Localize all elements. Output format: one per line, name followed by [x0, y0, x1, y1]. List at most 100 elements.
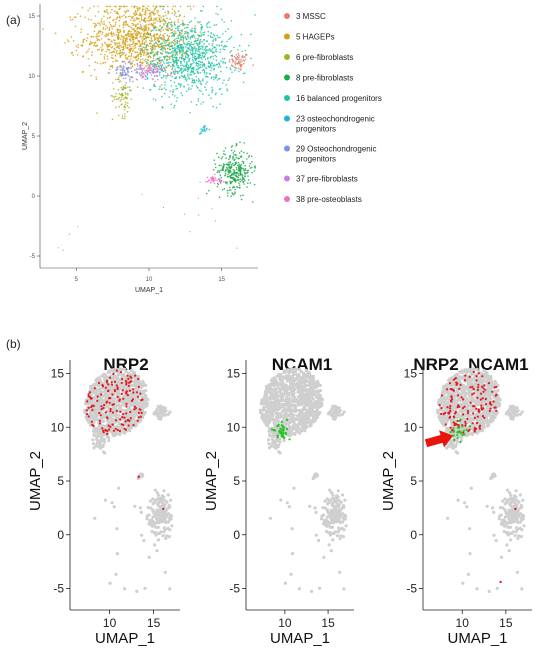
- cluster-point: [210, 36, 212, 39]
- cluster-point: [224, 30, 227, 33]
- cluster-point: [121, 60, 124, 63]
- cluster-point: [108, 72, 110, 74]
- cluster-point: [171, 8, 174, 10]
- cluster-point: [197, 43, 199, 46]
- cluster-point: [207, 34, 209, 37]
- cluster-point: [141, 37, 143, 40]
- cluster-point: [173, 61, 175, 64]
- cluster-point: [199, 61, 202, 63]
- cluster-point: [160, 84, 163, 86]
- y-tick-label-b: 0: [57, 528, 64, 542]
- cluster-point: [118, 8, 120, 10]
- cluster-point: [145, 24, 147, 26]
- cluster-point: [137, 55, 140, 57]
- cluster-point: [170, 42, 173, 44]
- cluster-point: [107, 32, 110, 35]
- cluster-point: [171, 28, 173, 31]
- cluster-point: [215, 92, 217, 95]
- cluster-point: [127, 94, 129, 96]
- cluster-point: [227, 171, 230, 173]
- cluster-point: [174, 77, 177, 79]
- cluster-point: [200, 26, 202, 29]
- cluster-point: [93, 41, 95, 44]
- cluster-point: [166, 66, 168, 69]
- cell-point: [299, 411, 303, 415]
- cluster-point: [115, 106, 117, 109]
- expressing-cell-point: [121, 389, 124, 392]
- cluster-point: [241, 160, 244, 163]
- cluster-point: [227, 79, 229, 81]
- cluster-point: [173, 39, 175, 42]
- cluster-point: [186, 57, 188, 59]
- cluster-point: [105, 50, 107, 53]
- cluster-point: [254, 14, 256, 16]
- cluster-point: [151, 63, 153, 66]
- cluster-point: [233, 159, 236, 162]
- cluster-point: [214, 46, 216, 48]
- cell-point: [118, 431, 122, 435]
- cluster-point: [240, 155, 243, 158]
- cluster-point: [111, 65, 113, 68]
- cluster-point: [193, 5, 195, 8]
- cluster-point: [230, 165, 233, 168]
- cluster-point: [182, 35, 185, 37]
- cluster-point: [116, 11, 118, 13]
- expressing-cell-point: [111, 423, 114, 426]
- cluster-point: [108, 48, 110, 51]
- cluster-point: [201, 64, 204, 66]
- cluster-point: [200, 132, 202, 135]
- cluster-point: [189, 73, 191, 76]
- cluster-point: [200, 56, 203, 59]
- cluster-point: [168, 35, 171, 38]
- cluster-point: [182, 76, 185, 79]
- cluster-point: [210, 181, 212, 184]
- cluster-point: [186, 70, 189, 73]
- cluster-point: [144, 71, 147, 74]
- cluster-point: [229, 176, 232, 179]
- cluster-point: [239, 178, 242, 180]
- cluster-point: [148, 71, 151, 74]
- cluster-point: [215, 50, 218, 53]
- cluster-point: [152, 62, 155, 65]
- cluster-point: [151, 60, 154, 62]
- cluster-point: [138, 42, 141, 44]
- cluster-point: [127, 15, 130, 18]
- cluster-point: [126, 23, 129, 26]
- cell-point: [142, 538, 146, 543]
- cluster-point: [107, 13, 109, 15]
- cluster-point: [171, 25, 173, 28]
- cluster-point: [194, 47, 196, 50]
- cluster-series: [199, 125, 211, 135]
- cluster-point: [136, 34, 138, 37]
- cluster-point: [212, 169, 215, 171]
- cluster-point: [147, 56, 150, 58]
- cluster-point: [118, 93, 121, 95]
- expressing-cell-point: [128, 419, 131, 422]
- expressing-cell-point: [100, 393, 103, 396]
- cluster-point: [211, 43, 214, 45]
- cell-point: [290, 399, 294, 403]
- cluster-point: [183, 32, 186, 35]
- cluster-point: [238, 44, 241, 47]
- cluster-point: [237, 62, 239, 64]
- cell-point: [258, 408, 263, 412]
- cluster-point: [212, 179, 215, 182]
- cluster-point: [231, 145, 234, 147]
- cluster-point: [203, 52, 206, 54]
- cluster-point: [126, 102, 129, 104]
- cell-point: [162, 530, 166, 534]
- cluster-point: [211, 91, 213, 94]
- cluster-point: [128, 44, 130, 46]
- cluster-point: [145, 76, 147, 78]
- cluster-point: [140, 35, 142, 38]
- cluster-point: [146, 59, 149, 61]
- cell-point: [156, 538, 160, 542]
- cluster-point: [196, 87, 199, 89]
- cell-point: [169, 513, 173, 518]
- cluster-point: [134, 5, 136, 8]
- cluster-point: [242, 194, 244, 196]
- cell-point: [285, 396, 289, 400]
- cluster-point: [149, 12, 152, 14]
- cluster-point: [124, 21, 126, 23]
